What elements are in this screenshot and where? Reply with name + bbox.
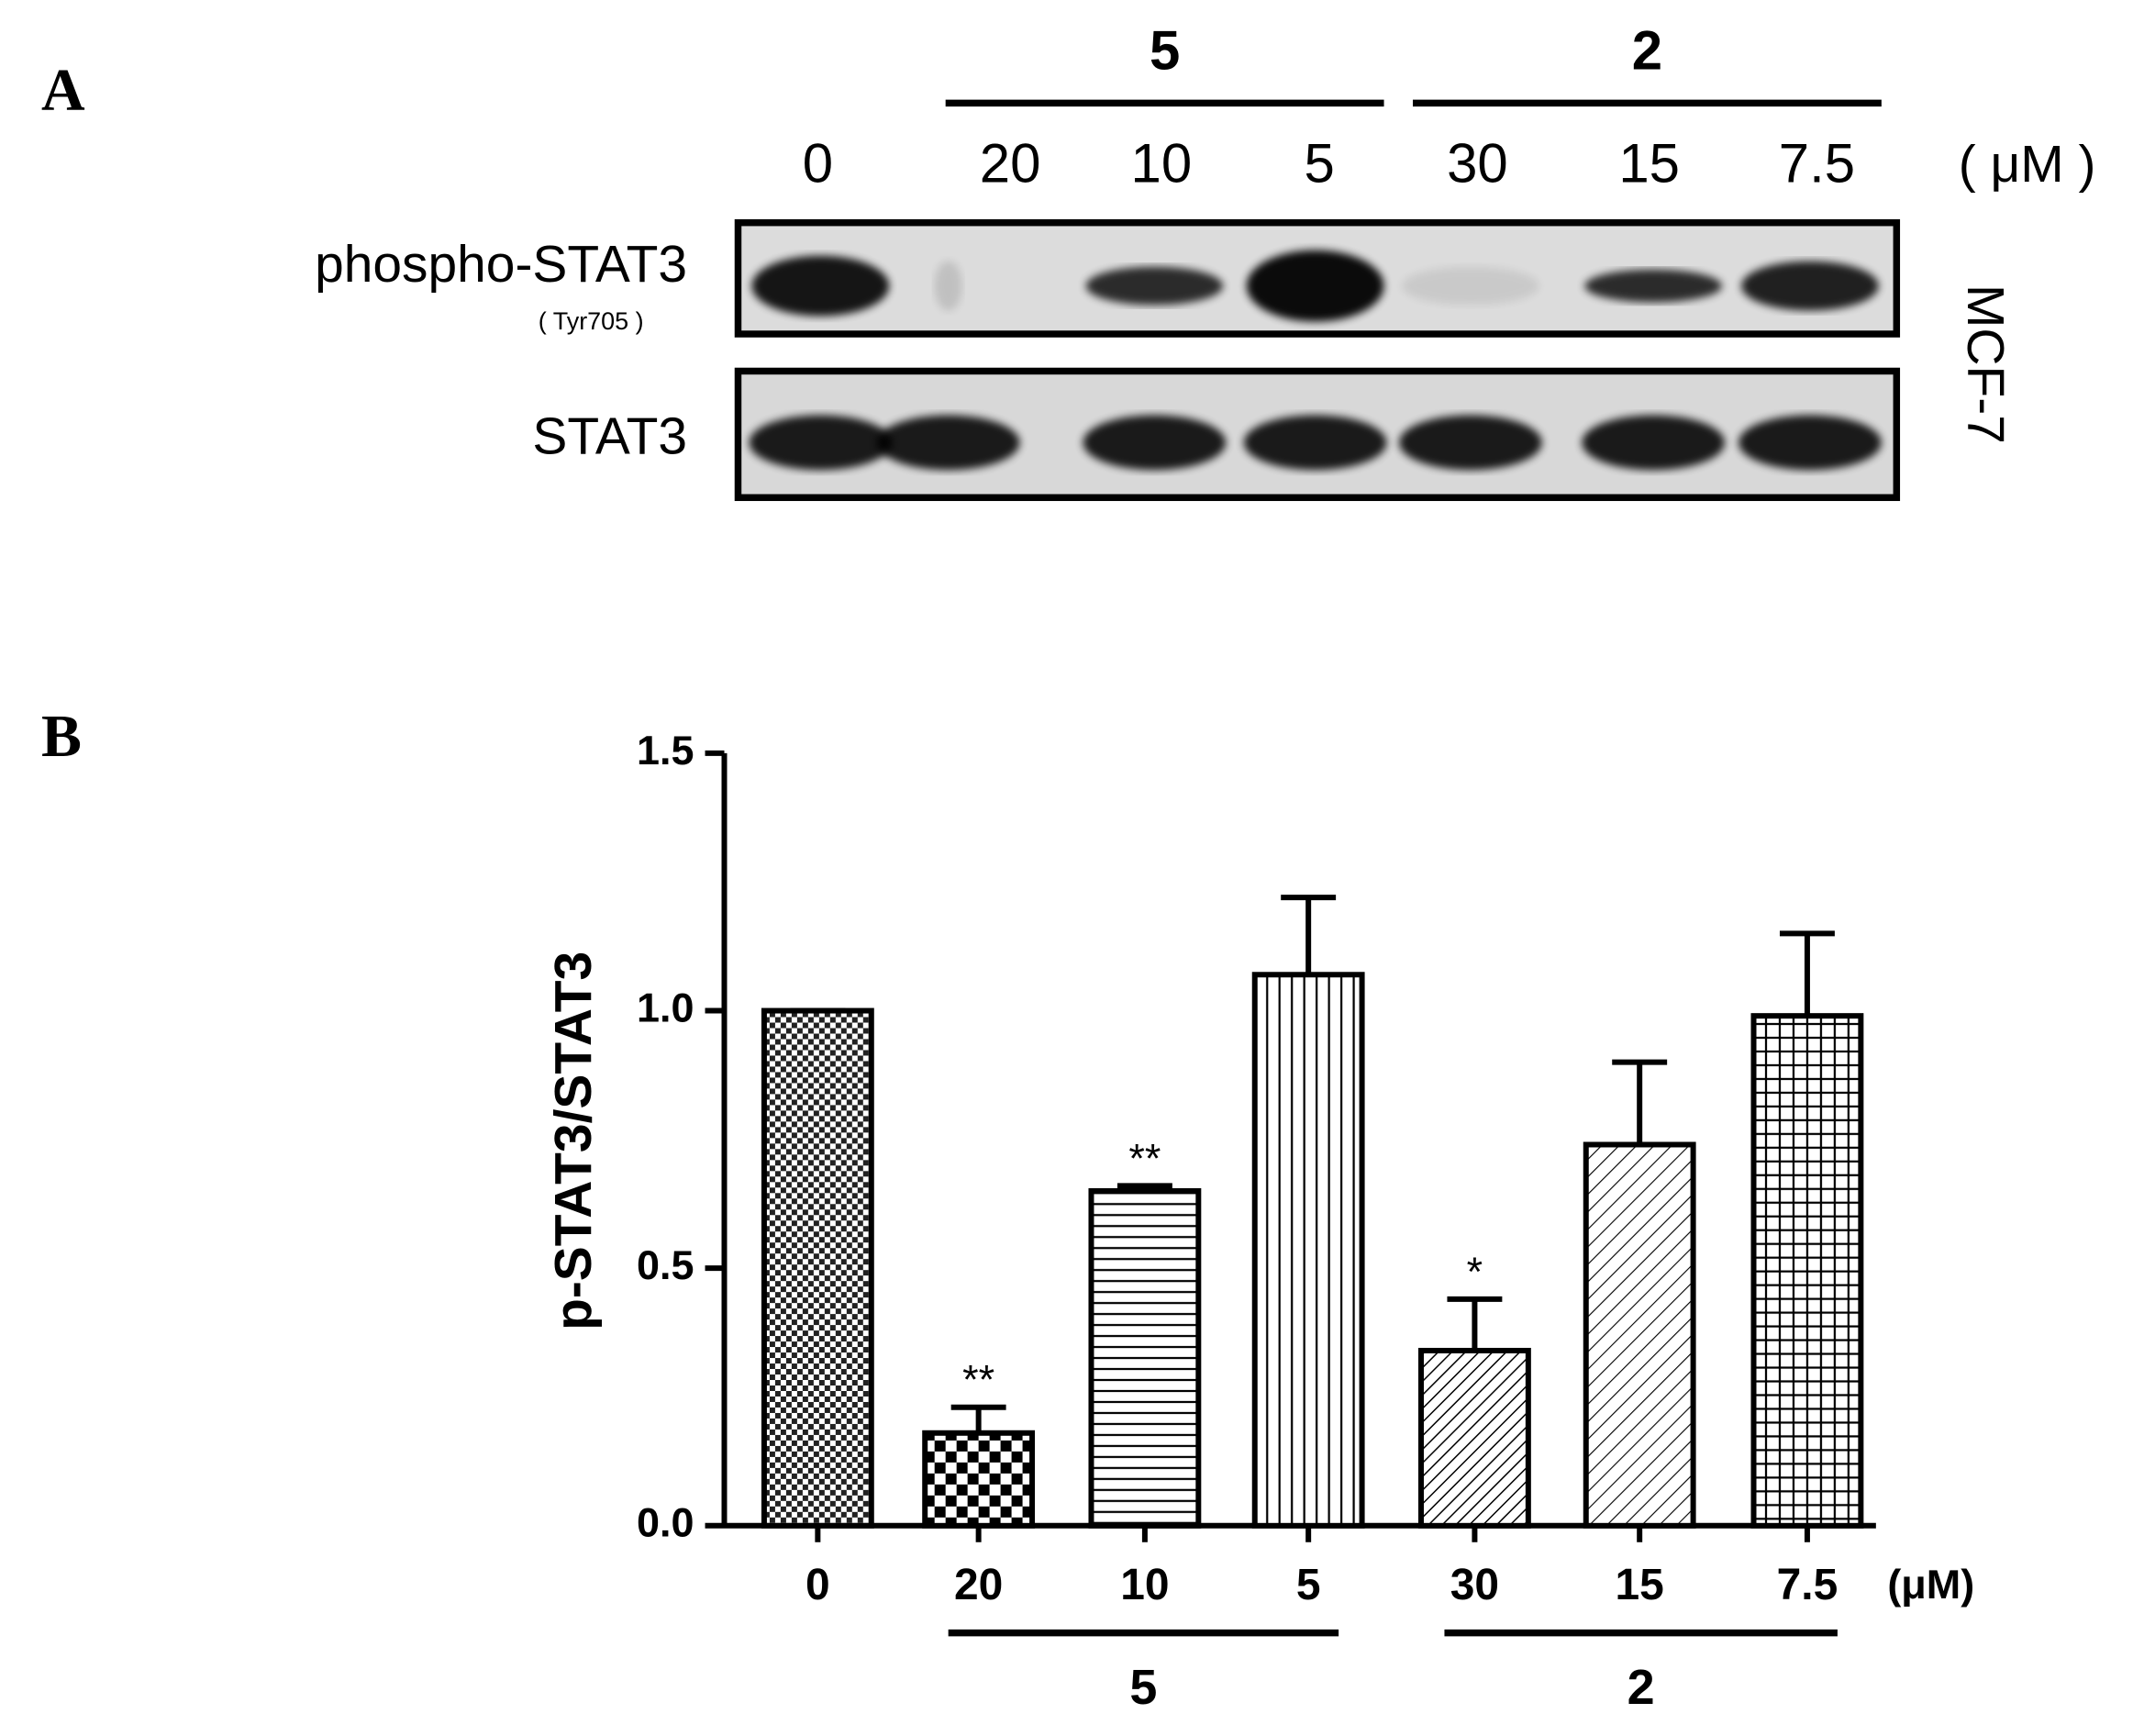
- panel-label: B: [41, 703, 82, 770]
- bar: [1088, 1187, 1202, 1529]
- blot-band: [1246, 250, 1384, 322]
- group-label: 2: [1632, 20, 1662, 82]
- blot-band: [876, 415, 1020, 471]
- blot-band: [1739, 415, 1882, 471]
- x-tick-label: 15: [1616, 1561, 1664, 1609]
- blot-band: [1085, 266, 1224, 306]
- lane-label: 10: [1131, 133, 1193, 195]
- cell-line: MCF-7: [1956, 284, 2015, 444]
- group-label: 5: [1129, 1660, 1157, 1715]
- blot-band: [1584, 269, 1723, 303]
- lane-label: 20: [980, 133, 1041, 195]
- bar: [1750, 1013, 1864, 1529]
- blot-band: [1741, 261, 1879, 311]
- y-tick-label: 1.5: [637, 727, 694, 773]
- y-tick-label: 0.0: [637, 1499, 694, 1546]
- bar: [922, 1430, 1036, 1529]
- blot-band: [1083, 415, 1227, 471]
- significance: *: [1467, 1248, 1483, 1295]
- blot-band: [1243, 415, 1387, 471]
- y-tick-label: 0.5: [637, 1241, 694, 1288]
- blot-band: [1402, 266, 1539, 306]
- blot-band: [751, 255, 890, 317]
- group-label: 5: [1150, 20, 1180, 82]
- x-unit: (μM): [1887, 1561, 1974, 1608]
- x-tick-label: 30: [1450, 1561, 1499, 1609]
- lane-label: 7.5: [1779, 133, 1855, 195]
- blot-band: [1582, 415, 1726, 471]
- x-tick-label: 20: [954, 1561, 1003, 1609]
- y-tick-label: 1.0: [637, 984, 694, 1030]
- y-axis-title: p-STAT3/STAT3: [544, 951, 603, 1330]
- lane-label: 15: [1618, 133, 1680, 195]
- x-tick-label: 10: [1120, 1561, 1169, 1609]
- row-label: phospho-STAT3: [315, 235, 687, 294]
- lane-label: 30: [1447, 133, 1508, 195]
- bar: [761, 1007, 874, 1529]
- blot-band: [934, 261, 962, 311]
- blot-band: [749, 415, 893, 471]
- significance: **: [1128, 1134, 1161, 1181]
- bar: [1251, 972, 1365, 1529]
- blot-band: [1399, 415, 1542, 471]
- bar: [1583, 1141, 1696, 1529]
- lane-label: 5: [1304, 133, 1334, 195]
- row-sublabel: ( Tyr705 ): [539, 307, 644, 335]
- x-tick-label: 7.5: [1777, 1561, 1839, 1609]
- lane-label: 0: [803, 133, 833, 195]
- panel-label: A: [41, 57, 85, 124]
- x-tick-label: 5: [1296, 1561, 1321, 1609]
- bar: [1418, 1347, 1531, 1529]
- group-label: 2: [1627, 1660, 1655, 1715]
- unit-label: ( μM ): [1959, 135, 2096, 194]
- significance: **: [962, 1356, 994, 1403]
- row-label: STAT3: [532, 406, 687, 465]
- x-tick-label: 0: [805, 1561, 830, 1609]
